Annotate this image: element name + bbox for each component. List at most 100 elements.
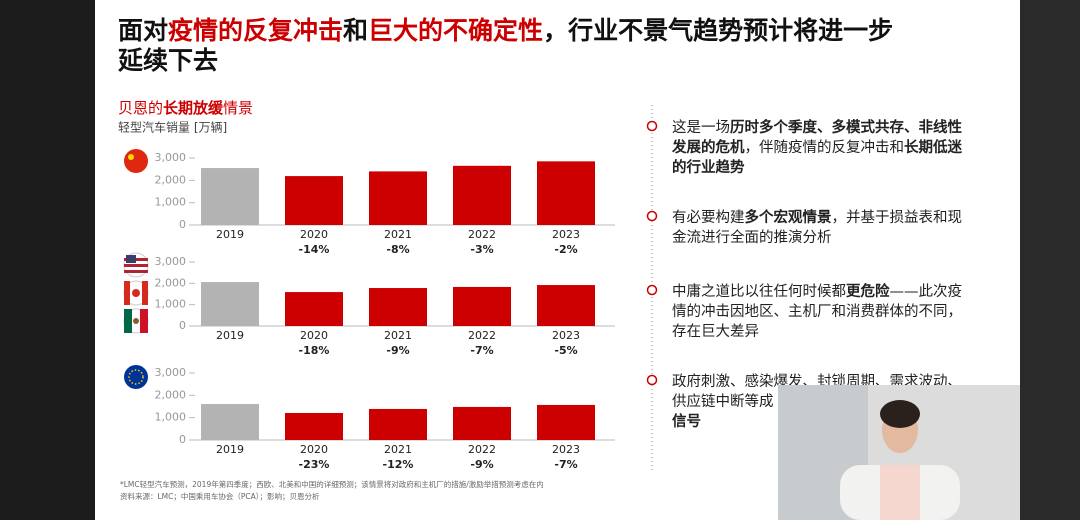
bullet-line-segment: ，伴随疫情的反复冲击和 bbox=[745, 138, 905, 156]
title-line-segment: 疫情的反复冲击 bbox=[168, 16, 343, 45]
x-tick-label: 2021 bbox=[384, 443, 412, 456]
bar bbox=[201, 282, 259, 326]
change-label: -9% bbox=[470, 458, 493, 471]
bar bbox=[453, 286, 511, 326]
bullet-line-segment: 历时多个季度、多模式共存、非线性 bbox=[730, 118, 962, 136]
bullet-line: 供应链中断等成 bbox=[672, 392, 774, 410]
change-label: -9% bbox=[386, 344, 409, 357]
bar bbox=[453, 406, 511, 440]
unit-label: 轻型汽车销量 [万辆] bbox=[118, 120, 227, 135]
y-tick-label: 2,000 bbox=[155, 173, 187, 186]
y-tick-label: 1,000 bbox=[155, 298, 187, 311]
y-tick-label: 0 bbox=[179, 319, 186, 332]
title-line: 延续下去 bbox=[117, 46, 218, 75]
y-tick-label: 3,000 bbox=[155, 366, 187, 379]
bullet-line-segment: 供应链中断等成 bbox=[672, 392, 774, 410]
bullet-line-segment: 这是一场 bbox=[672, 119, 730, 136]
subtitle-segment: 情景 bbox=[223, 99, 253, 117]
flag-mexico bbox=[123, 308, 149, 334]
change-label: -23% bbox=[299, 458, 330, 471]
y-tick-label: 2,000 bbox=[155, 388, 187, 401]
x-tick-label: 2021 bbox=[384, 228, 412, 241]
x-tick-label: 2020 bbox=[300, 228, 328, 241]
video-inset bbox=[778, 385, 1020, 520]
x-tick-label: 2022 bbox=[468, 443, 496, 456]
title-line-segment: ，行业不景气趋势预计将进一步 bbox=[543, 16, 893, 45]
bar bbox=[369, 288, 427, 326]
bullet-line: 的行业趋势 bbox=[672, 158, 745, 176]
y-tick-label: 1,000 bbox=[155, 411, 187, 424]
bar bbox=[369, 171, 427, 225]
bullet-dot bbox=[646, 374, 658, 386]
subtitle-segment: 长期放缓 bbox=[163, 99, 224, 117]
change-label: -8% bbox=[386, 243, 409, 256]
bullet-line-segment: 金流进行全面的推演分析 bbox=[672, 228, 832, 246]
bar bbox=[537, 404, 595, 440]
bar bbox=[285, 412, 343, 440]
bullet-line-segment: 中庸之道比以往任何时候都 bbox=[672, 283, 846, 300]
change-label: -18% bbox=[299, 344, 330, 357]
change-label: -14% bbox=[299, 243, 330, 256]
bullet-line: 金流进行全面的推演分析 bbox=[672, 228, 832, 246]
y-tick-label: 1,000 bbox=[155, 196, 187, 209]
change-label: -3% bbox=[470, 243, 493, 256]
bullet-line-segment: ，并基于损益表和现 bbox=[832, 209, 963, 226]
title-line-segment: 延续下去 bbox=[117, 46, 218, 75]
bar bbox=[537, 285, 595, 326]
bullet-line-segment: 长期低迷 bbox=[904, 138, 962, 156]
x-tick-label: 2022 bbox=[468, 329, 496, 342]
flag-canada bbox=[123, 280, 149, 306]
change-label: -2% bbox=[554, 243, 577, 256]
bullet-line: 这是一场历时多个季度、多模式共存、非线性 bbox=[672, 118, 962, 136]
flag-usa bbox=[123, 252, 149, 278]
bar bbox=[453, 165, 511, 225]
bullet-line: 有必要构建多个宏观情景，并基于损益表和现 bbox=[672, 208, 962, 226]
x-tick-label: 2019 bbox=[216, 228, 244, 241]
bullet-line-segment: 有必要构建 bbox=[672, 209, 745, 226]
bar bbox=[285, 176, 343, 225]
y-tick-label: 0 bbox=[179, 433, 186, 446]
bar bbox=[537, 161, 595, 225]
x-tick-label: 2021 bbox=[384, 329, 412, 342]
y-tick-label: 0 bbox=[179, 218, 186, 231]
bullet-line-segment: 多个宏观情景 bbox=[745, 208, 832, 226]
y-tick-label: 2,000 bbox=[155, 276, 187, 289]
bar bbox=[285, 292, 343, 326]
change-label: -5% bbox=[554, 344, 577, 357]
change-label: -7% bbox=[554, 458, 577, 471]
x-tick-label: 2020 bbox=[300, 443, 328, 456]
bullet-dot bbox=[646, 120, 658, 132]
title-line: 面对疫情的反复冲击和巨大的不确定性，行业不景气趋势预计将进一步 bbox=[118, 16, 893, 45]
x-tick-label: 2019 bbox=[216, 329, 244, 342]
bullet-line: 情的冲击因地区、主机厂和消费群体的不同， bbox=[672, 303, 962, 320]
bullet-line: 存在巨大差异 bbox=[672, 323, 759, 340]
bullet-dot bbox=[646, 210, 658, 222]
bullet-dot bbox=[646, 284, 658, 296]
title-line-segment: 面对 bbox=[118, 16, 168, 45]
bullet-line-segment: 的行业趋势 bbox=[672, 158, 745, 176]
footnote: 资料来源：LMC；中国乘用车协会（PCA）；影响；贝恩分析 bbox=[120, 491, 320, 501]
x-tick-label: 2023 bbox=[552, 443, 580, 456]
bullet-line-segment: 发展的危机 bbox=[671, 138, 745, 156]
x-tick-label: 2023 bbox=[552, 329, 580, 342]
title-line-segment: 和 bbox=[343, 16, 368, 45]
footnote: *LMC轻型汽车预测，2019年第四季度；西欧、北美和中国的详细预测；该情景将对… bbox=[120, 479, 544, 489]
bar bbox=[201, 404, 259, 440]
y-tick-label: 3,000 bbox=[155, 151, 187, 164]
flag-china bbox=[124, 149, 148, 173]
bullet-line-segment: 情的冲击因地区、主机厂和消费群体的不同， bbox=[672, 303, 962, 320]
change-label: -7% bbox=[470, 344, 493, 357]
bullet-line-segment: 存在巨大差异 bbox=[672, 323, 759, 340]
x-tick-label: 2019 bbox=[216, 443, 244, 456]
flag-eu bbox=[124, 365, 148, 389]
bullet-line-segment: ——此次疫 bbox=[890, 283, 963, 300]
bar bbox=[201, 168, 259, 225]
bullet-line: 中庸之道比以往任何时候都更危险——此次疫 bbox=[672, 282, 962, 300]
bar bbox=[369, 408, 427, 440]
bullet-line-segment: 更危险 bbox=[846, 282, 890, 300]
title-line-segment: 巨大的不确定性 bbox=[368, 16, 543, 45]
side-strip bbox=[1020, 0, 1080, 520]
x-tick-label: 2023 bbox=[552, 228, 580, 241]
x-tick-label: 2020 bbox=[300, 329, 328, 342]
